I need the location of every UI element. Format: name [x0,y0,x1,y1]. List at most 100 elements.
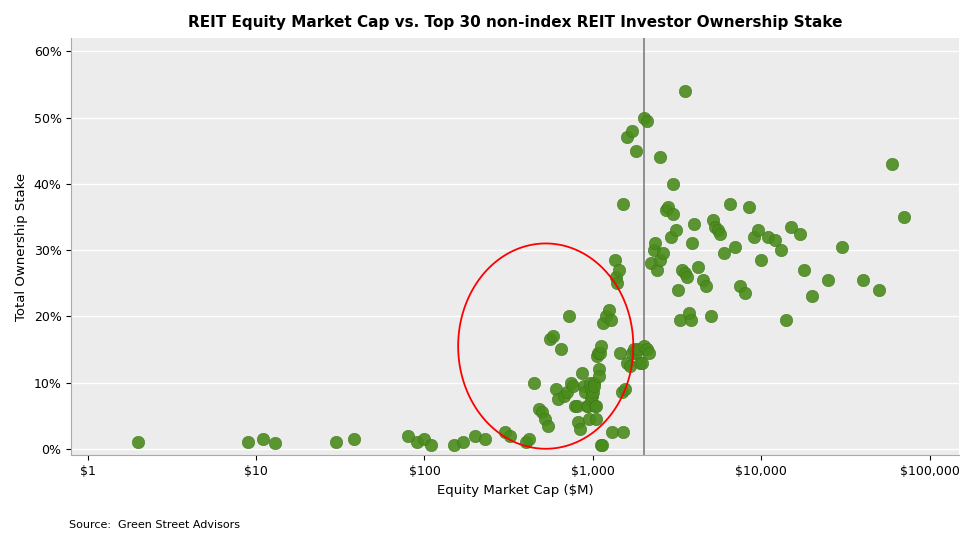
Point [602,316,618,324]
Point [581,415,597,423]
Point [619,358,635,367]
Point [241,438,256,447]
Point [741,203,757,211]
Point [654,249,670,257]
Point [651,153,667,161]
Point [689,262,705,271]
Point [550,395,565,403]
Point [721,199,736,208]
Point [542,335,557,344]
Title: REIT Equity Market Cap vs. Top 30 non-index REIT Investor Ownership Stake: REIT Equity Market Cap vs. Top 30 non-in… [188,15,842,30]
X-axis label: Equity Market Cap ($M): Equity Market Cap ($M) [436,483,593,497]
Point [588,415,603,423]
Point [130,438,146,447]
Point [609,279,625,287]
Point [614,428,630,437]
Point [591,372,606,380]
Point [630,345,645,354]
Point [477,434,493,443]
Point [676,87,691,95]
Point [648,265,664,274]
Point [526,378,542,387]
Point [446,441,462,450]
Point [572,425,588,433]
Point [517,438,533,447]
Point [660,203,676,211]
Point [766,236,781,245]
Point [589,352,604,360]
Point [267,439,283,448]
Point [606,256,622,264]
Point [715,249,731,257]
Point [467,431,482,440]
Point [400,431,416,440]
Point [625,345,641,354]
Point [697,282,713,291]
Point [736,289,752,297]
Point [564,382,580,390]
Point [662,232,678,241]
Point [585,378,600,387]
Point [621,362,637,370]
Point [639,345,654,354]
Point [833,243,849,251]
Point [686,219,701,228]
Point [575,382,591,390]
Point [583,395,599,403]
Point [610,265,626,274]
Point [423,441,439,450]
Point [616,385,632,393]
Point [521,434,537,443]
Point [628,147,644,155]
Point [590,349,605,357]
Point [573,368,589,377]
Point [582,378,598,387]
Point [760,232,776,241]
Point [595,319,610,327]
Point [584,392,600,400]
Point [588,401,603,410]
Point [884,160,900,168]
Point [645,246,661,254]
Point [329,438,344,447]
Point [455,438,470,447]
Point [791,229,807,238]
Point [568,401,584,410]
Point [417,434,432,443]
Point [694,276,710,284]
Point [732,282,747,291]
Point [545,332,560,341]
Point [651,256,667,264]
Point [745,232,761,241]
Point [778,316,793,324]
Point [641,349,656,357]
Point [782,223,798,231]
Point [611,349,627,357]
Point [593,441,608,450]
Point [540,421,556,430]
Point [772,246,787,254]
Point [870,286,886,294]
Point [598,312,613,320]
Text: Source:  Green Street Advisors: Source: Green Street Advisors [68,520,240,530]
Point [753,256,769,264]
Point [702,312,718,320]
Point [570,418,586,426]
Point [705,216,721,224]
Point [582,385,598,393]
Point [613,388,629,397]
Point [895,213,911,221]
Point [712,229,728,238]
Point [667,226,683,235]
Point [586,382,601,390]
Point [608,272,624,281]
Point [639,117,654,125]
Point [578,401,594,410]
Point [619,133,635,142]
Point [674,265,689,274]
Point [556,392,571,400]
Point [727,243,742,251]
Point [665,209,681,218]
Point [820,276,835,284]
Point [682,316,697,324]
